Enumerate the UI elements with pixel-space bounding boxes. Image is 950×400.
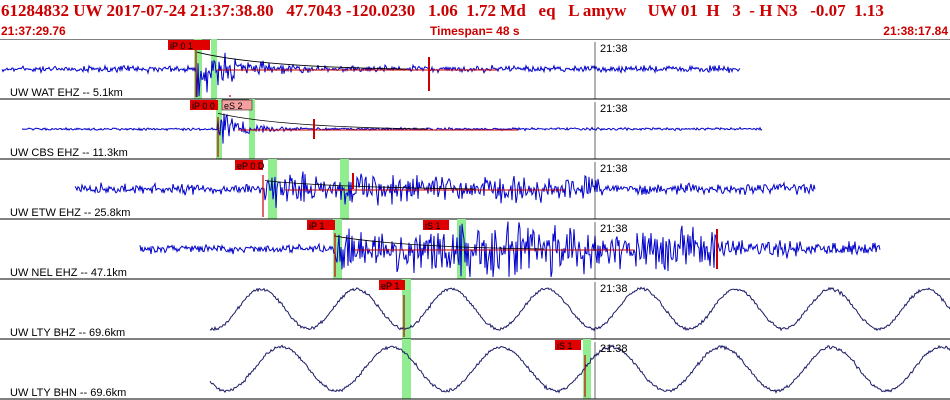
pick-flag-box[interactable] <box>235 160 263 170</box>
coda-envelope <box>196 51 408 70</box>
pick-flag-box[interactable] <box>423 220 449 230</box>
pick-flag-box[interactable] <box>221 99 253 111</box>
pick-label: iS 1 <box>557 341 573 351</box>
waveform-trace[interactable] <box>209 344 950 394</box>
pick-flag[interactable]: eS 2 <box>221 99 253 111</box>
pick-flag-box[interactable] <box>168 40 210 50</box>
pick-window[interactable] <box>402 339 411 399</box>
pick-flag-box[interactable] <box>555 340 581 350</box>
pick-flag[interactable]: iP 0 1 <box>168 40 210 51</box>
pick-label: iP 1 <box>309 221 324 231</box>
pick-flag[interactable]: iS 1 <box>555 340 581 351</box>
pick-flag[interactable]: iP 0 0 <box>190 100 218 111</box>
pick-window[interactable] <box>583 339 591 399</box>
time-tick-label: 21:38 <box>600 103 628 115</box>
pick-label: eP 0 D <box>237 161 265 171</box>
station-label: UW LTY BHN -- 69.6km <box>10 387 126 399</box>
timespan-label: Timespan= 48 s <box>430 24 520 38</box>
station-label: UW WAT EHZ -- 5.1km <box>10 87 123 99</box>
pick-window[interactable] <box>211 39 217 99</box>
coda-envelope <box>264 180 476 190</box>
waveform-trace[interactable] <box>74 171 816 208</box>
station-label: UW ETW EHZ -- 25.8km <box>10 207 130 219</box>
station-panel[interactable]: iS 1 21:38 UW LTY BHN -- 69.6km <box>0 338 950 399</box>
end-time: 21:38:17.84 <box>883 24 948 38</box>
time-tick-label: 21:38 <box>600 223 628 235</box>
station-panel[interactable]: iP 0 1 21:38 UW WAT EHZ -- 5.1km <box>0 39 950 99</box>
station-label: UW NEL EHZ -- 47.1km <box>10 267 127 279</box>
station-panel[interactable]: eP 1 21:38 UW LTY BHZ -- 69.6km <box>0 278 950 339</box>
event-header: 61284832 UW 2017-07-24 21:37:38.80 47.70… <box>0 0 950 24</box>
time-tick-label: 21:38 <box>600 163 628 175</box>
pick-flag[interactable]: iP 1 <box>307 220 335 231</box>
pick-flag-box[interactable] <box>379 280 405 290</box>
pick-label: iP 0 0 <box>192 101 215 111</box>
coda-envelope <box>333 235 545 250</box>
pick-label: eS 2 <box>224 101 243 111</box>
pick-flag-box[interactable] <box>307 220 335 230</box>
pick-flag-box[interactable] <box>190 100 218 110</box>
waveform-trace[interactable] <box>209 286 950 332</box>
pick-label: iS 1 <box>425 221 441 231</box>
seismogram-panels[interactable]: iP 0 1 21:38 UW WAT EHZ -- 5.1km iP 0 0 eS 2… <box>0 39 950 400</box>
time-tick-label: 21:38 <box>600 43 628 55</box>
seismogram-canvas[interactable]: iP 0 1 21:38 UW WAT EHZ -- 5.1km iP 0 0 eS 2… <box>0 39 950 400</box>
time-tick-label: 21:38 <box>600 343 628 355</box>
pick-label: iP 0 1 <box>170 41 193 51</box>
pick-flag[interactable]: eP 1 <box>379 280 405 291</box>
station-label: UW CBS EHZ -- 11.3km <box>10 147 128 159</box>
pick-window[interactable] <box>402 279 411 339</box>
time-tick-label: 21:38 <box>600 283 628 295</box>
pick-window[interactable] <box>249 99 255 159</box>
waveform-trace[interactable] <box>139 221 881 278</box>
station-panel[interactable]: eP 0 D 21:38 UW ETW EHZ -- 25.8km <box>0 158 950 219</box>
pick-label: eP 1 <box>381 281 399 291</box>
event-summary-line: 61284832 UW 2017-07-24 21:37:38.80 47.70… <box>1 1 884 20</box>
station-panel[interactable]: iP 0 0 eS 2 21:38 UW CBS EHZ -- 11.3km <box>0 98 950 159</box>
start-time: 21:37:29.76 <box>1 24 66 38</box>
station-panel[interactable]: iP 1 iS 1 21:38 UW NEL EHZ -- 47.1km <box>0 218 950 279</box>
pick-flag[interactable]: eP 0 D <box>235 160 265 171</box>
coda-envelope <box>217 113 429 130</box>
pick-flag[interactable]: iS 1 <box>423 220 449 231</box>
station-label: UW LTY BHZ -- 69.6km <box>10 327 125 339</box>
